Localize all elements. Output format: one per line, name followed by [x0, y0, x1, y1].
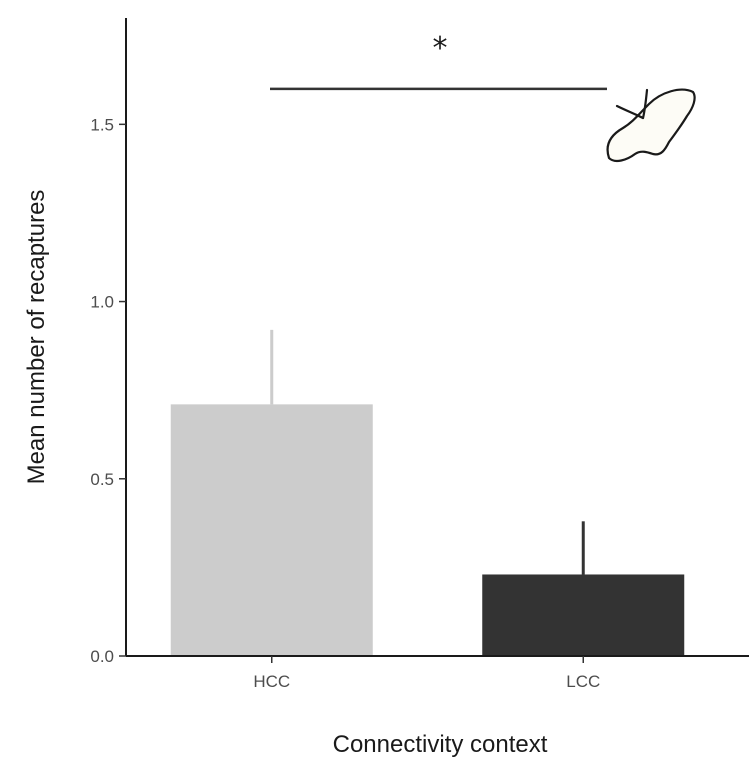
bar-lcc	[482, 574, 685, 656]
plot-area: 0.0 0.5 1.0 1.5 HCC LCC	[90, 18, 749, 691]
x-tick-label: LCC	[566, 672, 600, 691]
y-tick-label: 0.0	[90, 647, 114, 666]
y-tick-label: 1.5	[90, 115, 114, 134]
x-tick-label: HCC	[253, 672, 290, 691]
y-tick-label: 0.5	[90, 470, 114, 489]
x-axis-title: Connectivity context	[333, 731, 548, 758]
significance-star: *	[433, 31, 448, 66]
butterfly-icon	[606, 88, 696, 163]
y-axis-title: Mean number of recaptures	[23, 190, 50, 485]
y-tick-label: 1.0	[90, 293, 114, 312]
bar-hcc	[170, 404, 373, 656]
